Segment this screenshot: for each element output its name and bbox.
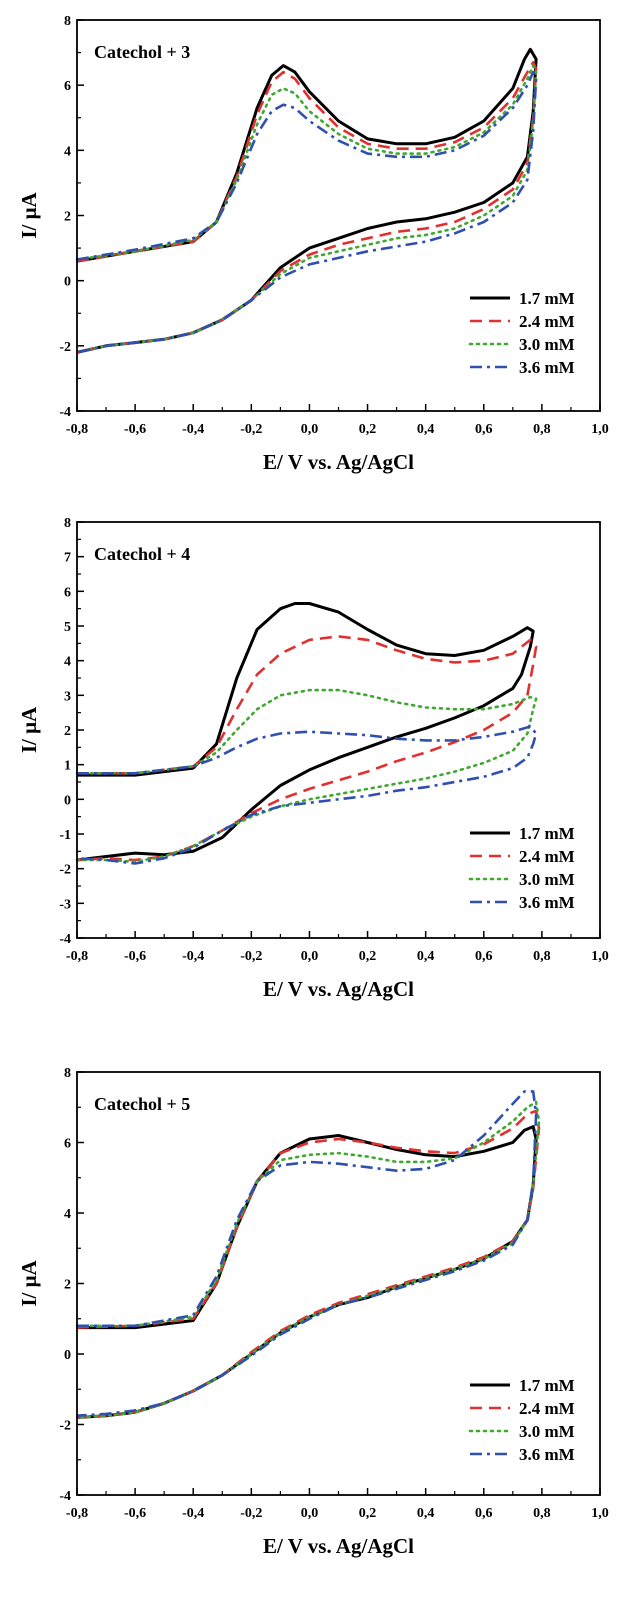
y-tick-label: 6 xyxy=(64,79,71,94)
x-tick-label: 1,0 xyxy=(591,949,609,964)
legend-label: 1.7 mM xyxy=(519,1376,575,1395)
y-tick-label: 5 xyxy=(64,620,71,635)
legend-label: 3.6 mM xyxy=(519,893,575,912)
y-tick-label: 8 xyxy=(64,14,71,29)
y-tick-label: 7 xyxy=(64,551,71,566)
x-tick-label: -0,4 xyxy=(182,1506,204,1521)
y-tick-label: 0 xyxy=(64,793,71,808)
legend-label: 3.0 mM xyxy=(519,1422,575,1441)
y-tick-label: -2 xyxy=(59,863,71,878)
x-tick-label: 0,6 xyxy=(475,949,493,964)
y-tick-label: 4 xyxy=(64,144,71,159)
x-tick-label: 0,0 xyxy=(301,1506,319,1521)
y-tick-label: 3 xyxy=(64,689,71,704)
y-tick-label: 8 xyxy=(64,1066,71,1081)
y-tick-label: 2 xyxy=(64,210,71,225)
y-tick-label: 6 xyxy=(64,585,71,600)
x-tick-label: 0,8 xyxy=(533,1506,551,1521)
y-tick-label: 2 xyxy=(64,724,71,739)
legend-label: 3.6 mM xyxy=(519,358,575,377)
x-tick-label: 0,4 xyxy=(417,949,435,964)
x-tick-label: 0,4 xyxy=(417,422,435,437)
chart-panel-2: -0,8 -0,6 -0,4 -0,2 0,0 0,2 0,4 0,6 0,8 1,0 -4 -3 -2… xyxy=(17,516,609,1001)
series-line-3-6-mm xyxy=(77,727,536,864)
chart-panel-3: -0,8 -0,6 -0,4 -0,2 0,0 0,2 0,4 0,6 0,8 1,0 -4 -2 0 2… xyxy=(17,1066,609,1558)
chart-title: Catechol + 4 xyxy=(94,544,190,564)
x-tick-label: -0,2 xyxy=(240,949,262,964)
legend-label: 3.0 mM xyxy=(519,335,575,354)
y-tick-label: 2 xyxy=(64,1278,71,1293)
x-tick-label: 0,8 xyxy=(533,949,551,964)
x-tick-label: 1,0 xyxy=(591,1506,609,1521)
y-tick-label: -4 xyxy=(59,932,71,947)
x-tick-label: 0,4 xyxy=(417,1506,435,1521)
x-tick-label: 0,6 xyxy=(475,1506,493,1521)
y-tick-label: -2 xyxy=(59,1419,71,1434)
x-tick-label: -0,8 xyxy=(66,949,88,964)
x-tick-label: 0,2 xyxy=(359,422,377,437)
x-tick-label: 0,2 xyxy=(359,1506,377,1521)
x-tick-label: -0,6 xyxy=(124,1506,146,1521)
y-tick-label: 0 xyxy=(64,275,71,290)
series-line-1-7-mm xyxy=(77,1127,536,1418)
legend-label: 2.4 mM xyxy=(519,1399,575,1418)
x-tick-label: -0,4 xyxy=(182,949,204,964)
x-tick-label: -0,6 xyxy=(124,422,146,437)
x-tick-label: 1,0 xyxy=(591,422,609,437)
y-tick-label: -4 xyxy=(59,405,71,420)
series-line-3-0-mm xyxy=(77,690,536,862)
x-tick-label: -0,8 xyxy=(66,422,88,437)
y-tick-label: -1 xyxy=(59,828,71,843)
x-axis-label: E/ V vs. Ag/AgCl xyxy=(263,1534,414,1558)
x-tick-label: 0,6 xyxy=(475,422,493,437)
y-tick-label: 0 xyxy=(64,1348,71,1363)
series-line-3-0-mm xyxy=(77,1102,539,1418)
x-tick-label: -0,4 xyxy=(182,422,204,437)
legend-label: 2.4 mM xyxy=(519,847,575,866)
x-tick-label: -0,2 xyxy=(240,422,262,437)
legend-label: 1.7 mM xyxy=(519,289,575,308)
x-tick-label: 0,0 xyxy=(301,422,319,437)
x-axis-label: E/ V vs. Ag/AgCl xyxy=(263,977,414,1001)
y-tick-label: -2 xyxy=(59,340,71,355)
y-tick-label: 8 xyxy=(64,516,71,531)
y-axis-label: I/ μA xyxy=(17,192,41,239)
series-line-2-4-mm xyxy=(77,636,536,860)
x-tick-label: -0,8 xyxy=(66,1506,88,1521)
y-tick-label: 4 xyxy=(64,655,71,670)
chart-panel-1: -0,8 -0,6 -0,4 -0,2 0,0 0,2 0,4 0,6 0,8 1,0 -4 -2 0 2… xyxy=(17,14,609,474)
legend-label: 3.0 mM xyxy=(519,870,575,889)
x-axis-label: E/ V vs. Ag/AgCl xyxy=(263,450,414,474)
legend-label: 3.6 mM xyxy=(519,1445,575,1464)
x-tick-label: 0,0 xyxy=(301,949,319,964)
x-tick-label: 0,2 xyxy=(359,949,377,964)
y-tick-label: 1 xyxy=(64,759,71,774)
x-tick-label: 0,8 xyxy=(533,422,551,437)
legend-label: 1.7 mM xyxy=(519,824,575,843)
chart-title: Catechol + 5 xyxy=(94,1094,190,1114)
chart-title: Catechol + 3 xyxy=(94,42,190,62)
y-tick-label: -4 xyxy=(59,1489,71,1504)
series-line-3-6-mm xyxy=(77,72,536,352)
x-tick-label: -0,6 xyxy=(124,949,146,964)
legend-label: 2.4 mM xyxy=(519,312,575,331)
y-tick-label: -3 xyxy=(59,897,71,912)
y-tick-label: 6 xyxy=(64,1137,71,1152)
y-axis-label: I/ μA xyxy=(17,1260,41,1307)
y-tick-label: 4 xyxy=(64,1207,71,1222)
y-axis-label: I/ μA xyxy=(17,706,41,753)
x-tick-label: -0,2 xyxy=(240,1506,262,1521)
